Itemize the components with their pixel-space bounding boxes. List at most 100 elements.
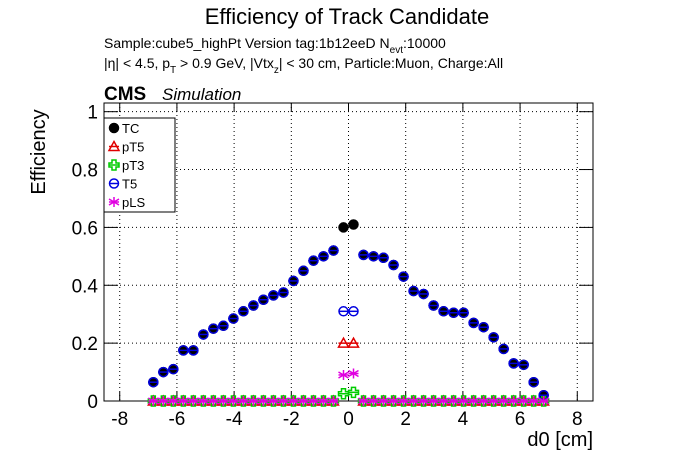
y-tick-label: 1 [87,103,98,124]
marker [448,396,459,406]
marker [228,396,239,406]
marker [348,368,359,379]
marker [167,396,179,406]
subtitle-part: | < 30 cm, Particle:Muon, Charge:All [279,55,503,71]
marker [198,329,209,340]
y-tick-label: 0.2 [72,334,98,355]
marker [378,252,389,264]
marker [147,396,159,406]
legend-label: pLS [122,195,145,210]
marker [438,306,449,317]
marker [258,294,269,305]
marker [178,345,189,356]
marker [218,320,229,332]
marker [508,396,520,406]
subtitle: Sample:cube5_highPt Version tag:1b12eeD … [104,35,446,56]
marker [157,396,169,406]
marker [318,396,329,406]
marker [308,255,319,266]
marker [408,396,419,406]
subtitle-subscript: evt [390,45,404,56]
subtitle-subscript: T [170,65,176,76]
marker [468,396,479,406]
marker [518,396,530,406]
legend: TC pT5 pT3 T5 pLS [103,117,176,213]
marker [418,396,429,406]
x-tick-label: -6 [168,409,185,430]
marker [478,321,489,333]
x-tick-label: 8 [572,409,583,430]
marker [108,122,120,134]
marker [398,396,409,406]
y-tick-label: 0 [87,392,98,413]
subtitle: |η| < 4.5, pT > 0.9 GeV, |Vtxz| < 30 cm,… [104,55,503,76]
marker [428,396,439,406]
marker [248,396,259,406]
marker [448,307,459,319]
subtitle-part: > 0.9 GeV, |Vtx [176,55,274,71]
subtitle-subscript: z [274,65,279,76]
legend-label: TC [122,121,139,136]
marker [328,245,339,256]
x-tick-label: 2 [400,409,411,430]
subtitle-part: |η| < 4.5, p [104,55,170,71]
marker [218,396,229,406]
marker [538,396,550,406]
marker [107,139,121,152]
marker [288,275,299,287]
marker [418,288,429,300]
x-tick-label: -2 [283,409,300,430]
marker [348,219,359,230]
marker [208,323,219,334]
marker [518,359,529,371]
marker [188,345,199,356]
marker [298,265,309,277]
marker [488,332,499,343]
legend-label: pT5 [122,140,144,155]
marker [268,396,279,406]
marker [388,259,399,271]
y-tick-label: 0.6 [72,218,98,239]
marker [528,396,540,406]
marker [238,306,249,317]
marker [347,336,360,348]
marker [368,251,379,262]
marker [438,396,449,406]
marker [368,396,379,406]
y-tick-label: 0.4 [72,276,99,297]
marker [337,336,350,348]
marker [358,396,369,406]
marker [148,376,159,388]
marker [228,313,239,324]
marker [528,376,539,388]
marker [348,306,359,317]
chart-title: Efficiency of Track Candidate [205,4,490,29]
x-tick-label: -4 [226,409,243,430]
marker [238,396,249,406]
plot-frame [103,102,594,402]
x-tick-label: -8 [111,409,128,430]
marker [298,396,309,406]
marker [337,388,350,400]
marker [458,307,469,319]
marker [168,363,179,375]
marker [358,249,369,261]
marker [207,396,219,406]
marker [378,396,389,406]
marker [158,366,169,378]
marker [258,396,269,406]
marker [338,306,349,317]
x-axis-label: d0 [cm] [527,429,593,451]
x-tick-label: 4 [458,409,469,430]
marker [278,287,289,298]
marker [197,396,209,406]
marker [468,317,479,329]
marker [338,369,349,380]
y-tick-label: 0.8 [72,161,98,182]
marker [428,300,439,311]
marker [338,222,349,233]
marker [288,396,299,406]
marker [388,396,399,406]
